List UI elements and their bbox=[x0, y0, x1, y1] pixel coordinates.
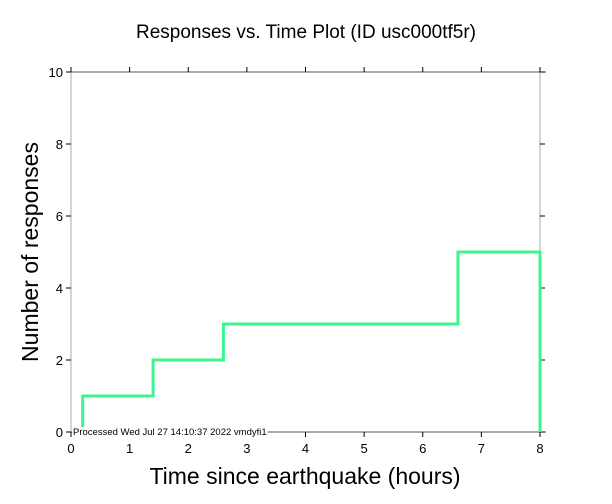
series bbox=[81, 250, 542, 432]
x-tick-label: 0 bbox=[67, 441, 74, 456]
x-tick-label: 7 bbox=[478, 441, 485, 456]
annotation-background bbox=[72, 427, 268, 438]
chart-title: Responses vs. Time Plot (ID usc000tf5r) bbox=[136, 22, 476, 43]
y-tick-label: 0 bbox=[56, 425, 63, 440]
x-tick-label: 8 bbox=[536, 441, 543, 456]
x-tick-label: 6 bbox=[419, 441, 426, 456]
y-tick-label: 8 bbox=[56, 137, 63, 152]
y-tick-label: 4 bbox=[56, 281, 63, 296]
y-tick-label: 2 bbox=[56, 353, 63, 368]
ticks: 0 1 2 3 4 5 6 7 8 0 2 4 6 8 10 bbox=[49, 65, 545, 456]
series-line-responses bbox=[81, 250, 542, 432]
x-tick-label: 4 bbox=[302, 441, 309, 456]
y-tick-label: 6 bbox=[56, 209, 63, 224]
x-axis-label: Time since earthquake (hours) bbox=[149, 463, 460, 489]
y-tick-label: 10 bbox=[49, 65, 63, 80]
x-tick-label: 5 bbox=[361, 441, 368, 456]
x-tick-label: 3 bbox=[243, 441, 250, 456]
processed-annotation: Processed Wed Jul 27 14:10:37 2022 vmdyf… bbox=[73, 427, 267, 438]
y-axis-label: Number of responses bbox=[17, 142, 43, 362]
x-tick-label: 2 bbox=[185, 441, 192, 456]
x-tick-label: 1 bbox=[126, 441, 133, 456]
